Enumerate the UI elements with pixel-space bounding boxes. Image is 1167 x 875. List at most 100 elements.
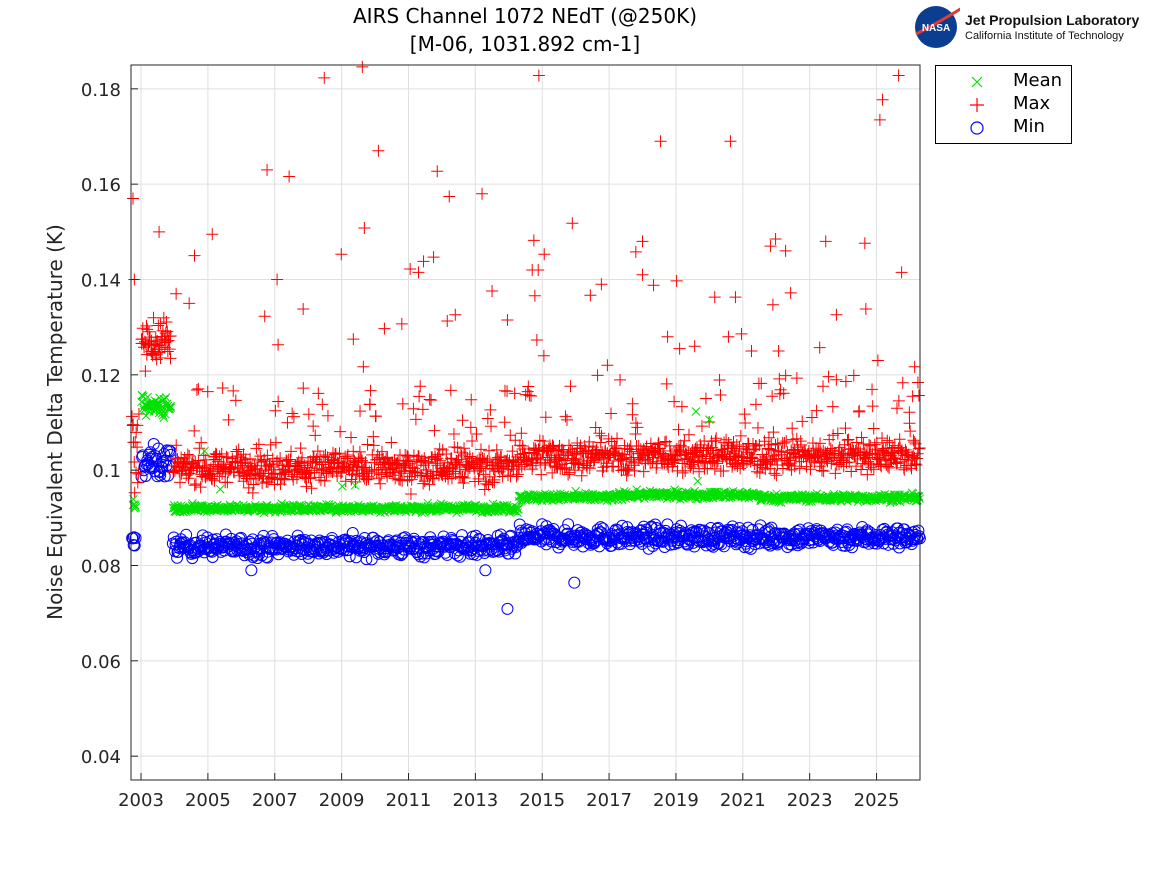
- max-point: [814, 445, 827, 458]
- max-point: [773, 372, 786, 385]
- max-point: [695, 420, 708, 433]
- max-point: [477, 468, 490, 481]
- min-point: [547, 522, 560, 535]
- max-point: [354, 405, 367, 418]
- max-point: [527, 234, 540, 247]
- max-point: [222, 413, 235, 426]
- max-point: [195, 436, 208, 449]
- min-point: [513, 518, 526, 531]
- max-point: [910, 452, 923, 465]
- mean-point: [163, 401, 173, 411]
- max-point: [353, 445, 366, 458]
- max-point: [780, 435, 793, 448]
- max-point: [402, 451, 415, 464]
- max-point: [593, 427, 606, 440]
- min-point: [594, 521, 607, 534]
- x-tick-label: 2015: [519, 790, 565, 811]
- max-point: [782, 457, 795, 470]
- max-point: [822, 370, 835, 383]
- max-point: [793, 462, 806, 475]
- max-point: [192, 454, 205, 467]
- max-point: [890, 402, 903, 415]
- max-point: [359, 456, 372, 469]
- max-point: [912, 442, 925, 455]
- max-point: [848, 449, 861, 462]
- max-point: [774, 383, 787, 396]
- max-point: [182, 472, 195, 485]
- max-point: [580, 445, 593, 458]
- max-point: [660, 377, 673, 390]
- max-point: [601, 359, 614, 372]
- max-point: [601, 457, 614, 470]
- max-point: [456, 471, 469, 484]
- max-point: [132, 407, 145, 420]
- max-point: [764, 240, 777, 253]
- max-point: [768, 467, 781, 480]
- max-point: [381, 470, 394, 483]
- max-point: [246, 486, 259, 499]
- max-point: [703, 415, 716, 428]
- max-point: [334, 467, 347, 480]
- max-point: [769, 438, 782, 451]
- max-point: [274, 451, 287, 464]
- max-point: [839, 422, 852, 435]
- max-point: [883, 436, 896, 449]
- max-point: [456, 414, 469, 427]
- max-point: [227, 384, 240, 397]
- max-point: [767, 426, 780, 439]
- max-point: [538, 458, 551, 471]
- max-point: [816, 380, 829, 393]
- max-point: [661, 330, 674, 343]
- max-point: [192, 382, 205, 395]
- max-point: [515, 427, 528, 440]
- max-point: [636, 235, 649, 248]
- max-point: [708, 291, 721, 304]
- min-point: [726, 520, 739, 533]
- max-point: [727, 436, 740, 449]
- x-tick-label: 2019: [653, 790, 699, 811]
- max-point: [817, 465, 830, 478]
- min-point: [661, 518, 674, 531]
- min-point: [128, 539, 141, 552]
- max-point: [444, 384, 457, 397]
- max-point: [131, 441, 144, 454]
- max-point: [427, 251, 440, 264]
- max-point: [357, 360, 370, 373]
- max-point: [673, 342, 686, 355]
- max-point: [229, 394, 242, 407]
- max-point: [281, 416, 294, 429]
- max-point: [783, 459, 796, 472]
- max-point: [831, 427, 844, 440]
- max-point: [170, 439, 183, 452]
- max-point: [677, 440, 690, 453]
- max-point: [370, 467, 383, 480]
- max-point: [481, 412, 494, 425]
- max-point: [378, 322, 391, 335]
- max-point: [768, 452, 781, 465]
- max-point: [463, 450, 476, 463]
- max-point: [408, 467, 421, 480]
- min-point: [435, 538, 448, 551]
- min-point: [591, 523, 604, 536]
- max-point: [847, 369, 860, 382]
- max-point: [735, 327, 748, 340]
- max-point: [280, 455, 293, 468]
- max-point: [561, 413, 574, 426]
- mean-point: [166, 403, 176, 412]
- max-point: [566, 217, 579, 230]
- max-point: [626, 397, 639, 410]
- x-tick-label: 2011: [386, 790, 432, 811]
- max-point: [154, 317, 167, 330]
- max-point: [363, 465, 376, 478]
- max-point: [478, 452, 491, 465]
- mean-point: [725, 493, 734, 503]
- max-point: [730, 450, 743, 463]
- max-point: [333, 447, 346, 460]
- max-point: [826, 400, 839, 413]
- max-point: [724, 135, 737, 148]
- max-point: [813, 341, 826, 354]
- max-point: [525, 390, 538, 403]
- max-point: [779, 244, 792, 257]
- max-point: [512, 456, 525, 469]
- max-point: [504, 429, 517, 442]
